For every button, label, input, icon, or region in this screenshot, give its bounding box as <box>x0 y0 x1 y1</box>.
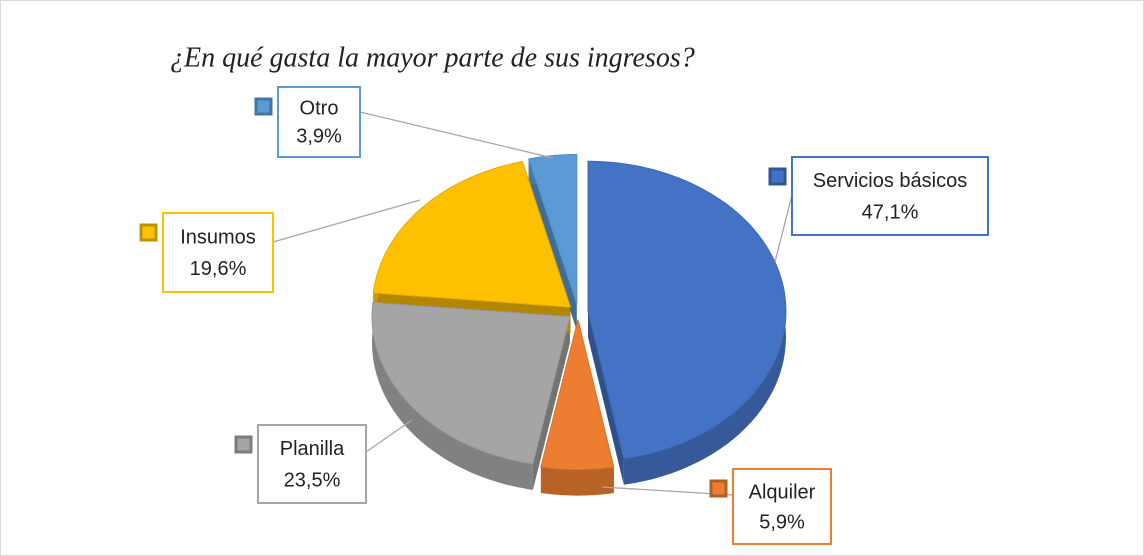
leader-line <box>774 194 793 263</box>
slice <box>540 319 615 471</box>
slice-side <box>372 302 533 490</box>
value-label: 23,5% <box>284 469 341 491</box>
label-box <box>162 212 274 293</box>
legend-key <box>234 435 253 454</box>
value-label: 19,6% <box>190 258 247 280</box>
category-label: Planilla <box>280 438 345 460</box>
label-box <box>277 86 361 158</box>
leader-line <box>365 419 413 453</box>
slice-wall <box>532 316 570 490</box>
category-label: Alquiler <box>749 481 816 503</box>
slice <box>371 301 571 465</box>
slice <box>528 154 578 305</box>
legend-key <box>254 97 273 116</box>
slice-wall <box>588 311 624 485</box>
category-label: Insumos <box>180 227 256 249</box>
slice <box>587 160 787 460</box>
slice-wall <box>528 159 577 331</box>
slice <box>372 160 572 308</box>
value-label: 47,1% <box>862 201 919 223</box>
label-box <box>732 468 832 545</box>
value-label: 3,9% <box>296 126 342 148</box>
value-label: 5,9% <box>759 511 805 533</box>
label-box <box>257 424 367 504</box>
leader-line <box>359 111 554 159</box>
pie <box>371 154 787 496</box>
labels: Servicios básicos 47,1% Alquiler 5,9% Planil… <box>139 86 989 545</box>
leader-line <box>272 199 421 243</box>
legend-key <box>768 167 787 186</box>
legend-key <box>139 223 158 242</box>
legend-key <box>709 479 728 498</box>
chart-title: ¿En qué gasta la mayor parte de sus ingr… <box>170 42 695 73</box>
slice-side <box>540 466 614 496</box>
label-box <box>791 156 989 236</box>
category-label: Servicios básicos <box>813 170 968 192</box>
category-label: Otro <box>300 98 339 120</box>
